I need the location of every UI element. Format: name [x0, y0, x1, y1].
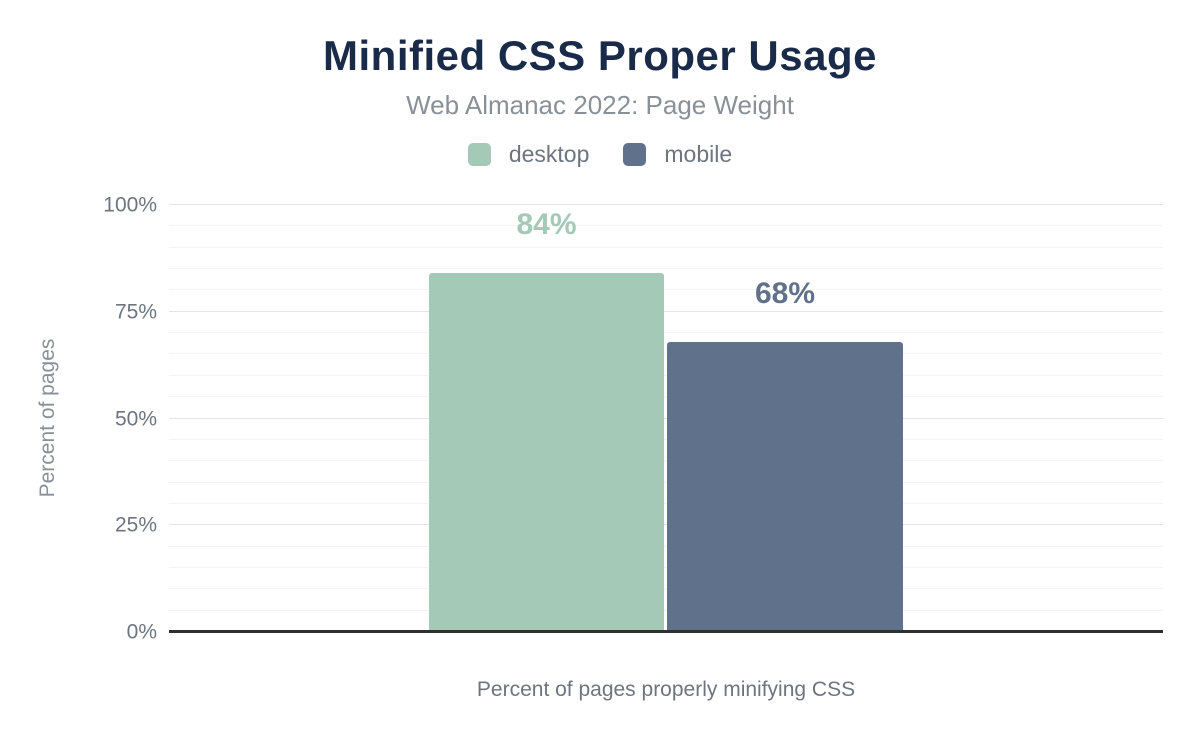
chart-subtitle: Web Almanac 2022: Page Weight	[406, 90, 794, 120]
bar-desktop[interactable]: 84%	[429, 210, 664, 632]
bar-value-mobile: 68%	[754, 276, 816, 310]
y-tick-label: 100%	[103, 193, 157, 217]
y-tick-label: 50%	[114, 407, 157, 430]
chart-title: Minified CSS Proper Usage	[323, 32, 877, 79]
mobile-swatch-icon	[623, 143, 647, 166]
y-tick-label: 25%	[114, 513, 157, 537]
y-tick-label: 0%	[126, 620, 157, 644]
bar-value-desktop: 84%	[516, 208, 577, 242]
legend-item-mobile[interactable]: mobile	[623, 141, 732, 168]
plot-area: 84% 68%	[169, 204, 1163, 633]
y-tick-label: 75%	[114, 300, 157, 324]
legend: desktop mobile	[0, 141, 1200, 168]
x-axis-title: Percent of pages properly minifying CSS	[476, 678, 856, 701]
x-axis-line	[169, 630, 1163, 633]
legend-label-mobile: mobile	[664, 141, 733, 167]
bar-mobile[interactable]: 68%	[667, 278, 903, 632]
desktop-swatch-icon	[467, 143, 491, 166]
legend-item-desktop[interactable]: desktop	[467, 141, 590, 168]
y-axis-tick-labels: 0% 25% 50% 75% 100%	[0, 195, 157, 643]
legend-label-desktop: desktop	[508, 141, 590, 167]
